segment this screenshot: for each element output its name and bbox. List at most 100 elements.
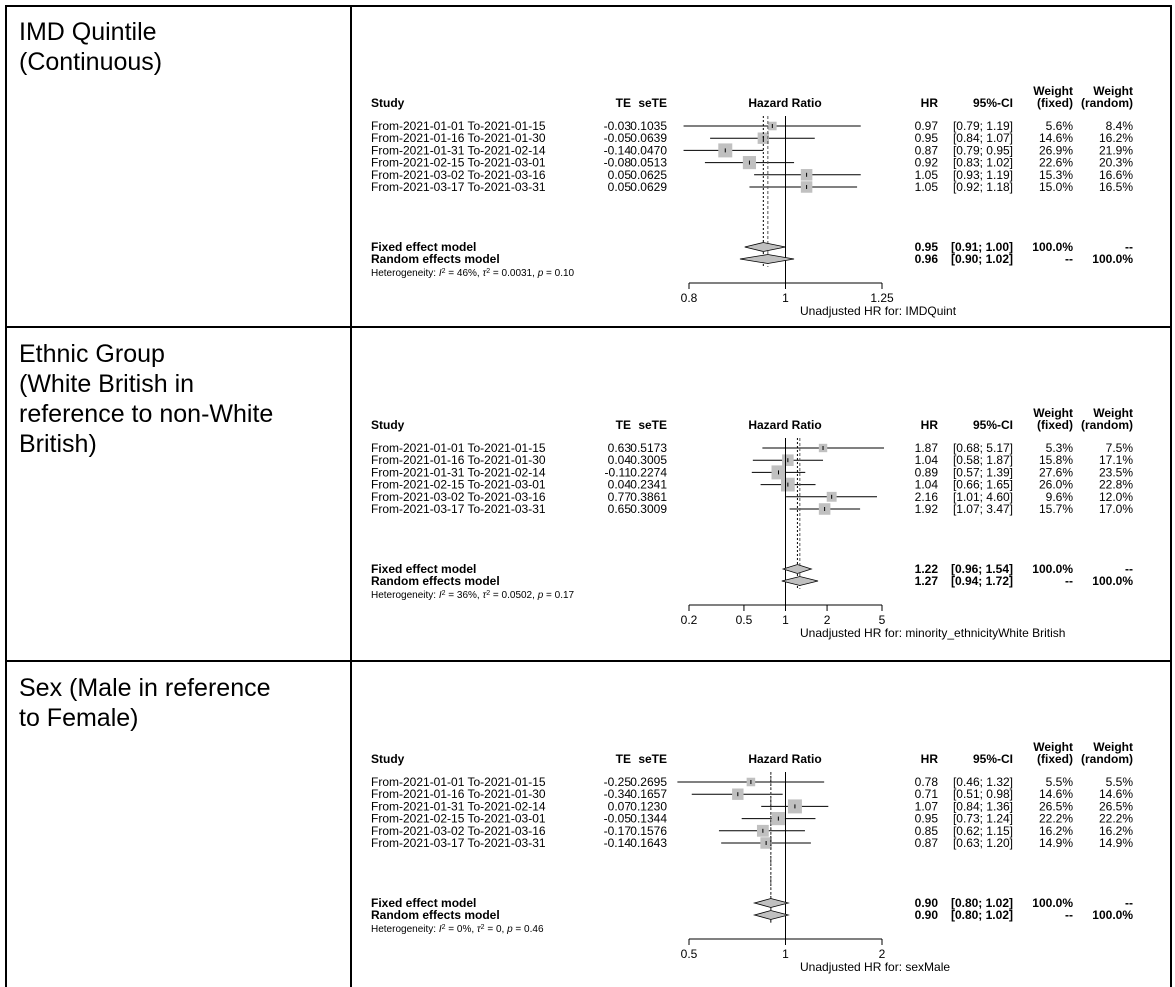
col-header-study: Study bbox=[371, 96, 405, 110]
study-sete: 0.1344 bbox=[630, 812, 667, 826]
study-weight-random: 23.5% bbox=[1099, 465, 1133, 479]
study-weight-random: 20.3% bbox=[1099, 156, 1133, 170]
random-model-weight-random: 100.0% bbox=[1092, 252, 1133, 266]
study-weight-random: 21.9% bbox=[1099, 143, 1133, 157]
study-sete: 0.1576 bbox=[630, 824, 667, 838]
study-label: From-2021-03-17 To-2021-03-31 bbox=[371, 836, 546, 850]
study-sete: 0.3005 bbox=[630, 453, 667, 467]
study-weight-fixed: 14.6% bbox=[1039, 787, 1073, 801]
col-header-hr: HR bbox=[921, 418, 939, 432]
fixed-model-ci: [0.80; 1.02] bbox=[951, 896, 1013, 910]
study-sete: 0.1643 bbox=[630, 836, 667, 850]
fixed-model-weight-fixed: 100.0% bbox=[1032, 240, 1073, 254]
x-axis-tick-label: 5 bbox=[879, 613, 886, 627]
study-label: From-2021-01-01 To-2021-01-15 bbox=[371, 119, 546, 133]
study-weight-fixed: 26.9% bbox=[1039, 143, 1073, 157]
fixed-model-label: Fixed effect model bbox=[371, 562, 476, 576]
fixed-model-hr: 0.95 bbox=[915, 240, 939, 254]
x-axis-tick-label: 0.8 bbox=[681, 291, 698, 305]
random-model-weight-fixed: -- bbox=[1065, 252, 1073, 266]
random-model-diamond bbox=[739, 254, 795, 264]
study-hr: 1.04 bbox=[915, 478, 939, 492]
study-weight-random: 16.2% bbox=[1099, 131, 1133, 145]
study-label: From-2021-01-31 To-2021-02-14 bbox=[371, 465, 546, 479]
study-label: From-2021-03-02 To-2021-03-16 bbox=[371, 490, 546, 504]
study-weight-fixed: 26.0% bbox=[1039, 478, 1073, 492]
study-sete: 0.0639 bbox=[630, 131, 667, 145]
random-model-label: Random effects model bbox=[371, 574, 500, 588]
random-model-hr: 0.90 bbox=[915, 908, 939, 922]
study-sete: 0.1230 bbox=[630, 799, 667, 813]
study-ci: [0.46; 1.32] bbox=[953, 775, 1013, 789]
study-te: 0.05 bbox=[608, 168, 632, 182]
study-hr: 1.87 bbox=[915, 441, 939, 455]
fixed-model-hr: 0.90 bbox=[915, 896, 939, 910]
fixed-model-ci: [0.91; 1.00] bbox=[951, 240, 1013, 254]
row-label-imd: IMD Quintile (Continuous) bbox=[5, 5, 350, 77]
study-label: From-2021-03-17 To-2021-03-31 bbox=[371, 180, 546, 194]
study-label: From-2021-01-16 To-2021-01-30 bbox=[371, 453, 546, 467]
col-header-weight-fixed-2: (fixed) bbox=[1037, 96, 1073, 110]
col-header-weight-fixed-2: (fixed) bbox=[1037, 752, 1073, 766]
row-label-text: Ethnic Group (White British in reference… bbox=[19, 340, 274, 458]
study-label: From-2021-03-02 To-2021-03-16 bbox=[371, 824, 546, 838]
study-te: 0.04 bbox=[608, 453, 632, 467]
study-hr: 0.78 bbox=[915, 775, 939, 789]
x-axis-tick-label: 0.2 bbox=[681, 613, 698, 627]
study-ci: [0.66; 1.65] bbox=[953, 478, 1013, 492]
forest-plot-imd: Study TE seTE Hazard Ratio HR 95%-CIWeight(fi… bbox=[371, 84, 1133, 318]
col-header-weight-random-2: (random) bbox=[1081, 418, 1133, 432]
col-header-hazard-ratio: Hazard Ratio bbox=[748, 96, 821, 110]
x-axis-tick-label: 0.5 bbox=[681, 947, 698, 961]
row-label-ethnic-group: Ethnic Group (White British in reference… bbox=[5, 327, 350, 459]
study-ci: [0.79; 1.19] bbox=[953, 119, 1013, 133]
table-border-left bbox=[5, 5, 7, 987]
study-te: -0.17 bbox=[604, 824, 632, 838]
study-hr: 0.95 bbox=[915, 812, 939, 826]
x-axis-tick-label: 1 bbox=[782, 613, 789, 627]
study-hr: 0.95 bbox=[915, 131, 939, 145]
col-header-sete: seTE bbox=[638, 418, 667, 432]
study-te: 0.07 bbox=[608, 799, 632, 813]
study-te: -0.34 bbox=[604, 787, 632, 801]
study-weight-fixed: 15.0% bbox=[1039, 180, 1073, 194]
study-label: From-2021-03-17 To-2021-03-31 bbox=[371, 502, 546, 516]
col-header-weight-fixed-2: (fixed) bbox=[1037, 418, 1073, 432]
study-ci: [0.73; 1.24] bbox=[953, 812, 1013, 826]
study-te: 0.77 bbox=[608, 490, 632, 504]
study-weight-fixed: 14.9% bbox=[1039, 836, 1073, 850]
study-hr: 2.16 bbox=[915, 490, 939, 504]
study-hr: 1.07 bbox=[915, 799, 939, 813]
table-border-top bbox=[5, 5, 1172, 7]
fixed-model-diamond bbox=[781, 564, 813, 574]
study-sete: 0.2695 bbox=[630, 775, 667, 789]
x-axis-tick-label: 1 bbox=[782, 947, 789, 961]
study-weight-random: 12.0% bbox=[1099, 490, 1133, 504]
study-ci: [0.51; 0.98] bbox=[953, 787, 1013, 801]
study-te: -0.03 bbox=[604, 119, 632, 133]
study-te: -0.11 bbox=[605, 465, 632, 479]
fixed-model-label: Fixed effect model bbox=[371, 896, 476, 910]
study-weight-fixed: 15.3% bbox=[1039, 168, 1073, 182]
study-weight-fixed: 22.6% bbox=[1039, 156, 1073, 170]
fixed-model-diamond bbox=[752, 898, 790, 908]
study-sete: 0.1035 bbox=[630, 119, 667, 133]
study-weight-random: 26.5% bbox=[1099, 799, 1133, 813]
heterogeneity-text: Heterogeneity: I2 = 36%, τ2 = 0.0502, p … bbox=[371, 590, 575, 602]
col-header-sete: seTE bbox=[638, 752, 667, 766]
study-hr: 1.92 bbox=[915, 502, 939, 516]
study-hr: 0.97 bbox=[915, 119, 939, 133]
study-te: 0.05 bbox=[608, 180, 632, 194]
study-sete: 0.0629 bbox=[630, 180, 667, 194]
study-te: -0.14 bbox=[604, 836, 632, 850]
study-weight-fixed: 26.5% bbox=[1039, 799, 1073, 813]
x-axis-label: Unadjusted HR for: sexMale bbox=[800, 960, 950, 974]
study-sete: 0.3861 bbox=[630, 490, 667, 504]
random-model-hr: 0.96 bbox=[915, 252, 939, 266]
fixed-model-weight-fixed: 100.0% bbox=[1032, 896, 1073, 910]
col-header-te: TE bbox=[616, 418, 631, 432]
study-label: From-2021-02-15 To-2021-03-01 bbox=[371, 478, 546, 492]
x-axis-tick-label: 1 bbox=[782, 291, 789, 305]
study-te: -0.14 bbox=[604, 143, 632, 157]
study-label: From-2021-01-31 To-2021-02-14 bbox=[371, 143, 546, 157]
